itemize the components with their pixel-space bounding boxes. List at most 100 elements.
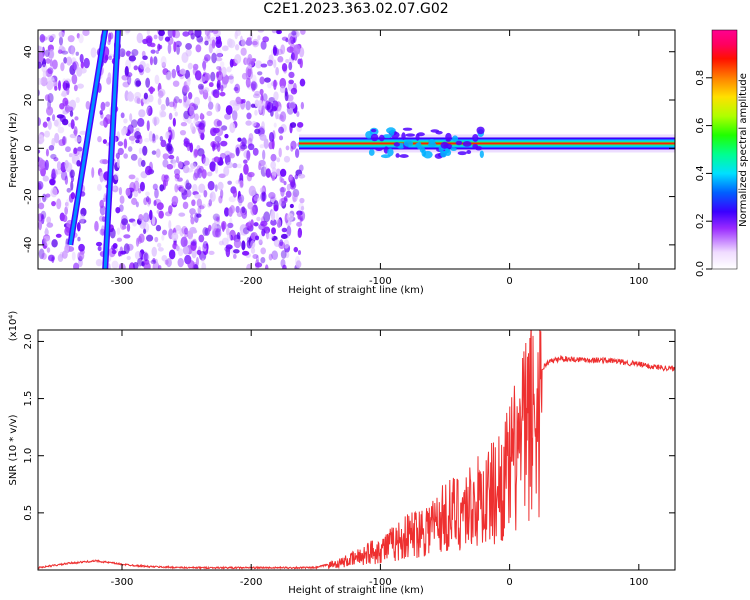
snr-ylabel: SNR (10 * v/v) xyxy=(8,414,19,485)
heatmap-speckle xyxy=(270,153,277,162)
heatmap-speckle xyxy=(281,36,289,41)
heatmap-speckle xyxy=(206,110,213,117)
heatmap-speckle xyxy=(194,194,201,199)
heatmap-speckle xyxy=(180,187,185,194)
heatmap-speckle xyxy=(157,242,162,248)
heatmap-speckle xyxy=(239,180,244,188)
heatmap-speckle xyxy=(215,141,220,148)
snr-frame xyxy=(37,329,676,571)
heatmap-speckle xyxy=(117,141,124,147)
heatmap-band-blob xyxy=(457,151,467,156)
heatmap-speckle xyxy=(133,190,139,198)
y-tick-label: -20 xyxy=(23,188,34,204)
heatmap-speckle xyxy=(252,93,261,99)
heatmap-speckle xyxy=(196,198,203,208)
heatmap-speckle xyxy=(297,173,306,179)
heatmap-speckle xyxy=(50,153,57,160)
heatmap-speckle xyxy=(214,164,219,174)
heatmap-speckle xyxy=(279,85,286,94)
heatmap-speckle xyxy=(99,120,107,126)
x-tick-label: -300 xyxy=(111,577,134,588)
heatmap-speckle xyxy=(246,150,251,161)
heatmap-speckle xyxy=(278,147,282,158)
heatmap-speckle xyxy=(47,254,55,262)
heatmap-speckle xyxy=(215,48,223,60)
heatmap-speckle xyxy=(174,183,179,193)
heatmap-speckle xyxy=(138,66,145,76)
heatmap-speckle xyxy=(66,187,72,193)
y-tick-label: 2.0 xyxy=(23,333,34,349)
heatmap-speckle xyxy=(258,239,263,246)
heatmap-band-blob xyxy=(416,141,422,150)
heatmap-speckle xyxy=(248,220,252,227)
heatmap-speckle xyxy=(70,119,75,130)
heatmap-speckle xyxy=(234,44,240,51)
heatmap-speckle xyxy=(45,148,49,157)
heatmap-speckle xyxy=(38,51,44,63)
heatmap-speckle xyxy=(95,258,103,267)
heatmap-speckle xyxy=(295,260,302,269)
heatmap-speckle xyxy=(46,216,52,224)
heatmap-speckle xyxy=(78,34,84,44)
heatmap-speckle xyxy=(107,72,112,83)
heatmap-speckle xyxy=(39,138,45,143)
heatmap-speckle xyxy=(190,240,198,246)
heatmap-speckle xyxy=(152,258,156,263)
heatmap-speckle xyxy=(290,87,298,95)
heatmap-speckle xyxy=(187,259,195,269)
heatmap-speckle xyxy=(142,55,148,61)
heatmap-speckle xyxy=(297,231,301,238)
heatmap-speckle xyxy=(144,137,150,143)
heatmap-speckle xyxy=(142,212,150,223)
heatmap-band-blob xyxy=(382,134,393,139)
heatmap-speckle xyxy=(128,174,136,180)
heatmap-band-blob xyxy=(401,132,406,141)
heatmap-speckle xyxy=(251,74,257,85)
heatmap-speckle xyxy=(102,159,109,165)
heatmap-speckle xyxy=(268,141,274,150)
heatmap-speckle xyxy=(292,192,298,203)
heatmap-speckle xyxy=(252,195,258,204)
heatmap-speckle xyxy=(126,255,131,261)
heatmap-speckle xyxy=(228,73,235,84)
heatmap-speckle xyxy=(297,121,304,128)
heatmap-speckle xyxy=(246,112,252,120)
heatmap-speckle xyxy=(250,219,254,228)
heatmap-speckle xyxy=(85,100,91,110)
heatmap-speckle xyxy=(233,238,242,249)
heatmap-speckle xyxy=(273,122,277,128)
heatmap-speckle xyxy=(216,216,220,222)
heatmap-speckle xyxy=(225,246,231,258)
heatmap-speckle xyxy=(214,135,222,143)
heatmap-speckle xyxy=(290,140,297,150)
heatmap-band-blob xyxy=(415,133,420,141)
heatmap-speckle xyxy=(262,93,268,102)
heatmap-speckle xyxy=(190,229,198,234)
heatmap-speckle xyxy=(151,137,157,144)
heatmap-speckle xyxy=(232,253,237,259)
heatmap-layer xyxy=(38,30,675,269)
heatmap-speckle xyxy=(121,74,129,81)
heatmap-speckle xyxy=(64,201,69,207)
heatmap-speckle xyxy=(160,110,167,118)
heatmap-speckle xyxy=(174,111,178,117)
heatmap-speckle xyxy=(300,101,305,110)
heatmap-speckle xyxy=(235,146,240,157)
heatmap-speckle xyxy=(72,150,80,156)
heatmap-speckle xyxy=(193,96,201,106)
heatmap-speckle xyxy=(273,59,277,69)
heatmap-speckle xyxy=(179,68,186,75)
heatmap-speckle xyxy=(41,193,47,203)
heatmap-speckle xyxy=(214,184,218,192)
heatmap-speckle xyxy=(253,222,259,227)
heatmap-speckle xyxy=(257,234,263,244)
heatmap-speckle xyxy=(150,49,156,54)
heatmap-speckle xyxy=(45,193,51,198)
heatmap-speckle xyxy=(56,198,62,210)
heatmap-speckle xyxy=(157,265,162,269)
heatmap-speckle xyxy=(52,114,56,122)
y-tick-label: 0 xyxy=(23,145,34,151)
heatmap-speckle xyxy=(66,56,72,66)
